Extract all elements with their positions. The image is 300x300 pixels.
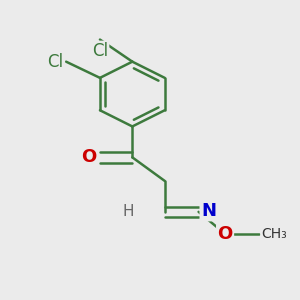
Text: Cl: Cl	[48, 53, 64, 71]
Text: Cl: Cl	[92, 42, 108, 60]
Text: O: O	[218, 225, 233, 243]
Text: H: H	[123, 204, 134, 219]
Text: CH₃: CH₃	[261, 227, 287, 241]
Text: O: O	[81, 148, 96, 166]
Text: N: N	[201, 202, 216, 220]
